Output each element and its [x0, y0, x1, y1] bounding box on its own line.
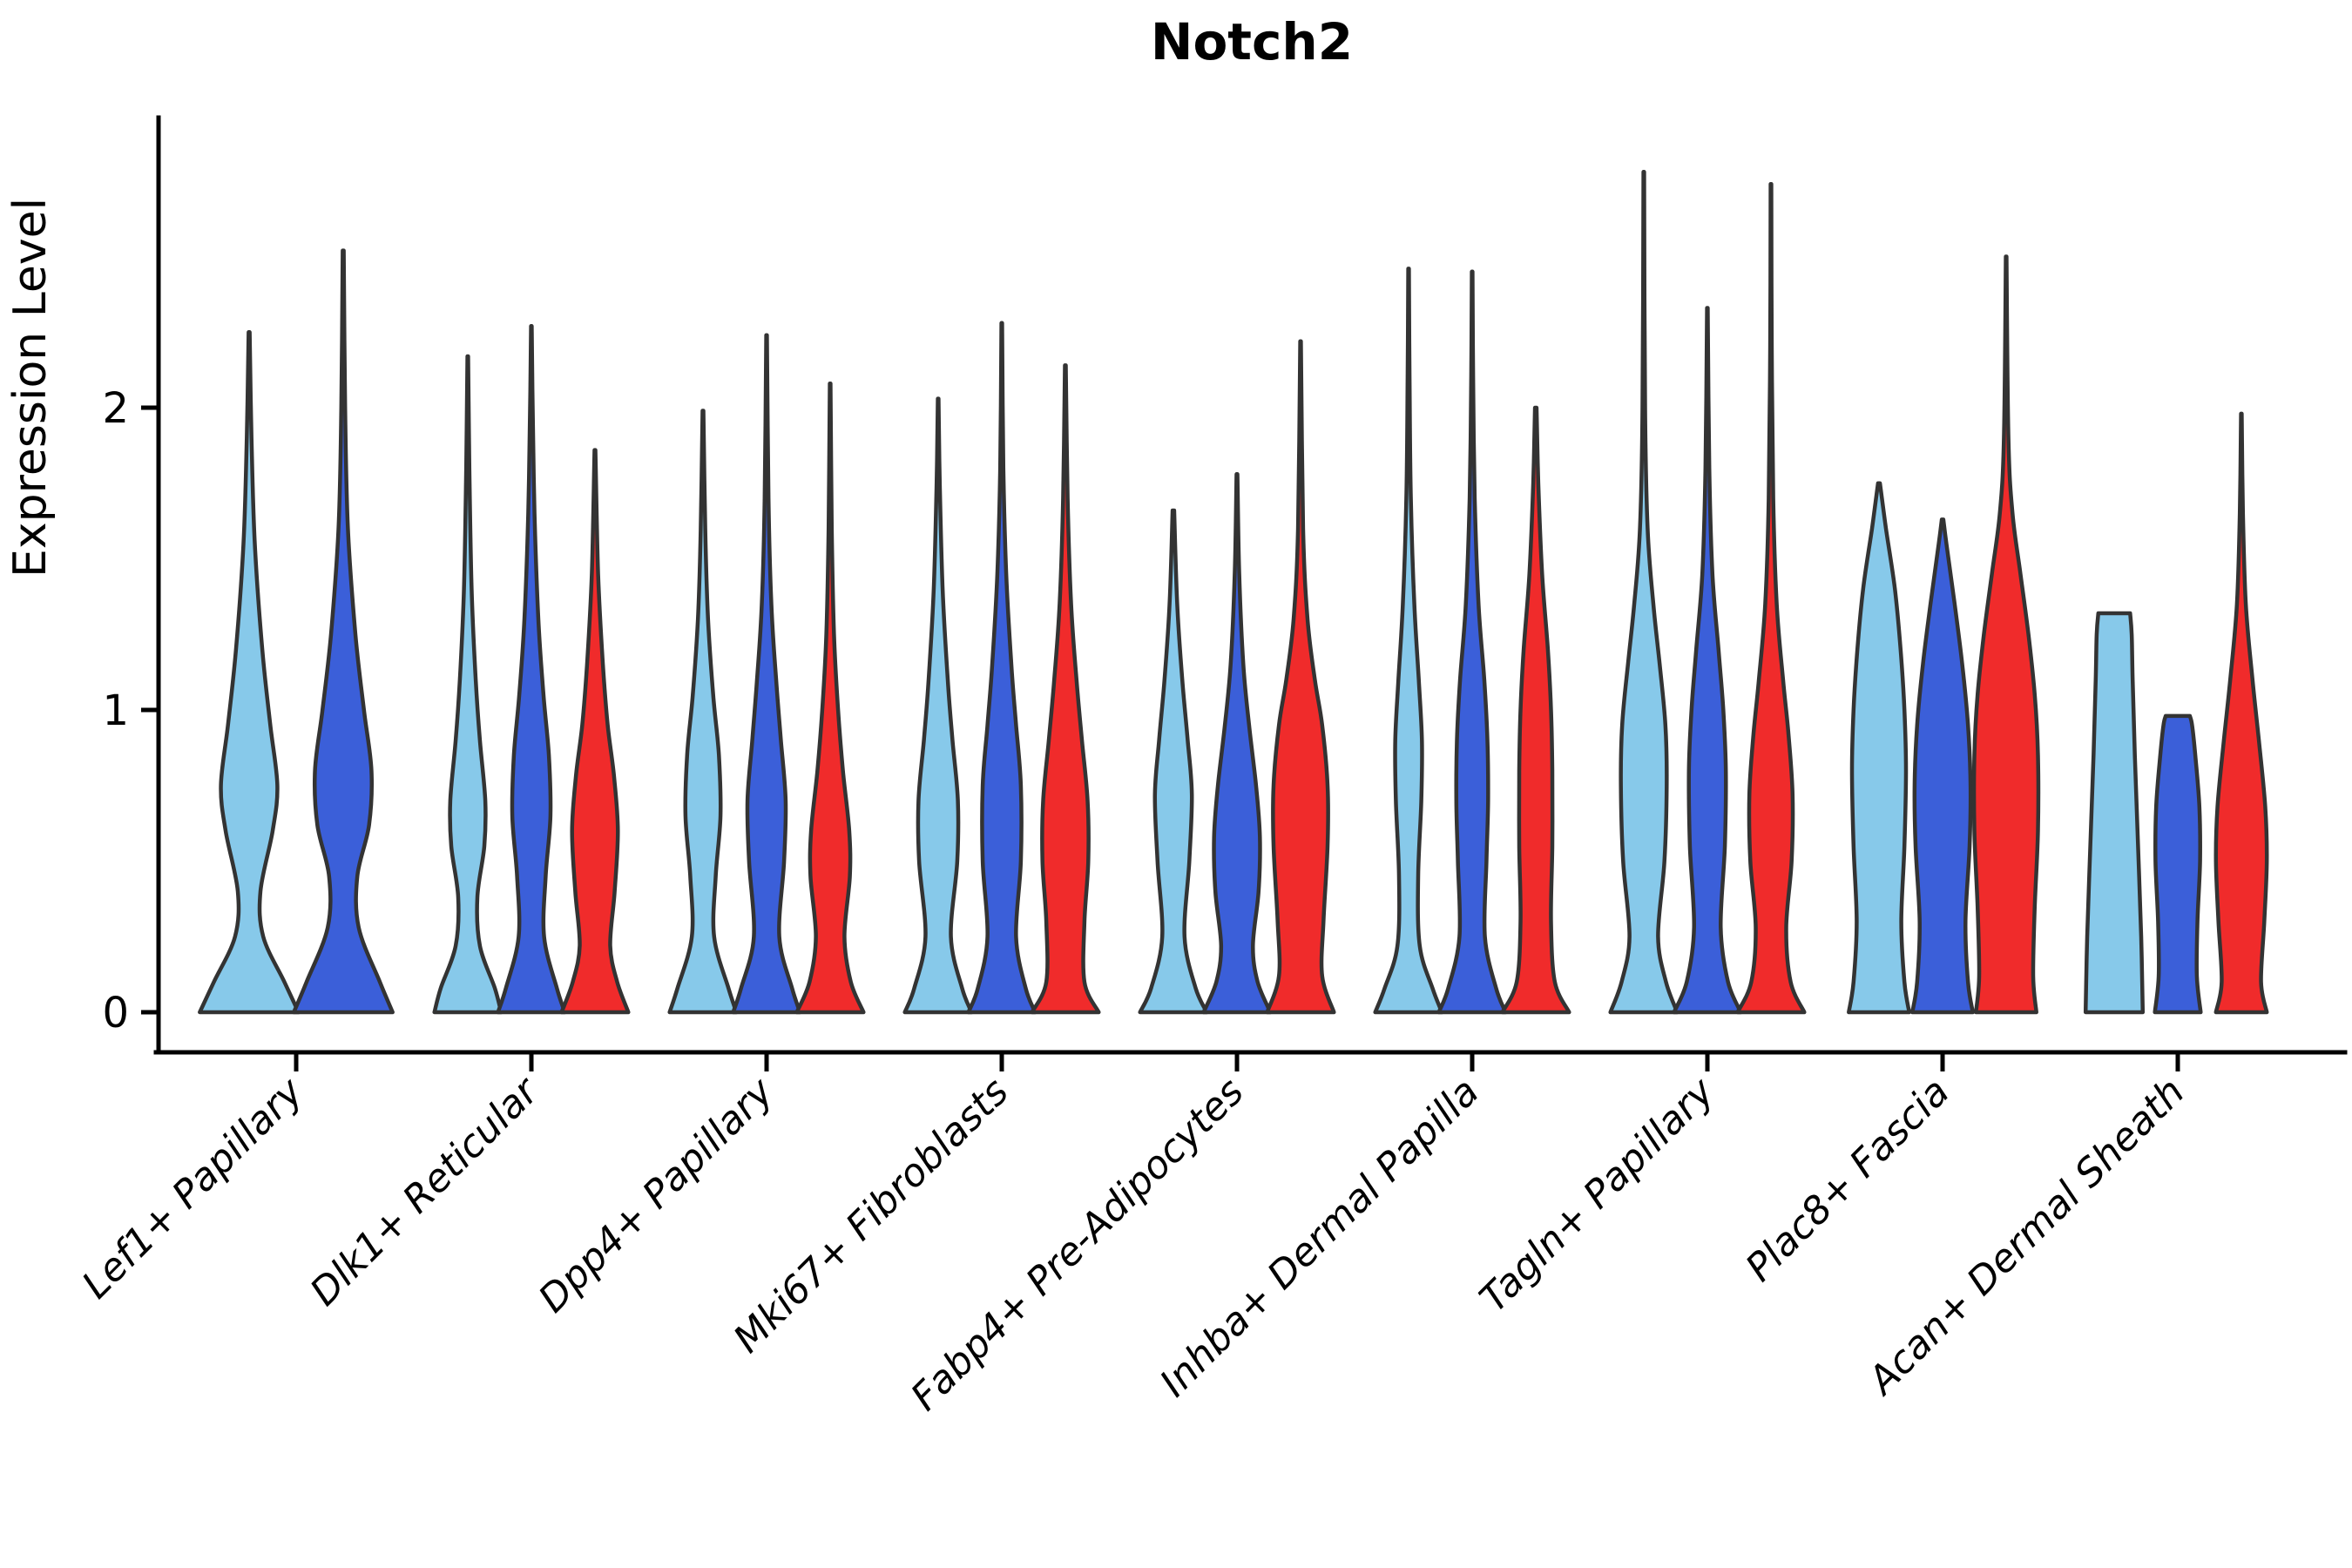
x-tick-label-dlk1-reticular: Dlk1+ Reticular [301, 1068, 548, 1315]
violin-plac8-fascia-light_blue [1847, 481, 1911, 1015]
violin-dpp4-papillary-dark_blue [731, 333, 802, 1015]
violin-dlk1-reticular-light_blue [432, 354, 504, 1015]
violin-plac8-fascia-dark_blue [1910, 517, 1975, 1015]
violins-layer [198, 170, 2269, 1015]
violin-mki67-fibroblasts-red [1030, 363, 1101, 1015]
violin-dpp4-papillary-red [794, 381, 866, 1015]
violin-tagln-papillary-dark_blue [1672, 306, 1743, 1015]
violin-lef1-papillary-light_blue [198, 330, 301, 1015]
violin-tagln-papillary-light_blue [1608, 170, 1680, 1015]
y-tick-label-1: 1 [102, 686, 129, 735]
violin-inhba-dermal-papilla-red [1500, 405, 1571, 1015]
violin-plac8-fascia-red [1971, 254, 2041, 1015]
x-axis-ticks [294, 1052, 2180, 1071]
y-axis-ticks: 0 1 2 [102, 384, 159, 1037]
x-tick-label-tagln-papillary: Tagln+ Papillary [1471, 1069, 1723, 1321]
violin-acan-dermal-sheath-dark_blue [2153, 713, 2203, 1015]
y-tick-label-0: 0 [102, 989, 129, 1037]
chart-title: Notch2 [1151, 12, 1353, 71]
x-tick-label-dpp4-papillary: Dpp4+ Papillary [531, 1069, 783, 1321]
violin-fabp4-pre-adipocytes-light_blue [1138, 508, 1209, 1015]
y-axis-label: Expression Level [4, 198, 57, 578]
violin-inhba-dermal-papilla-light_blue [1373, 267, 1444, 1015]
violin-fabp4-pre-adipocytes-dark_blue [1201, 472, 1273, 1015]
violin-dlk1-reticular-red [559, 448, 631, 1015]
x-tick-label-plac8-fascia: Plac8+ Fascia [1737, 1070, 1957, 1290]
violin-lef1-papillary-dark_blue [292, 248, 395, 1015]
violin-fabp4-pre-adipocytes-red [1265, 339, 1336, 1015]
violin-mki67-fibroblasts-light_blue [902, 396, 974, 1015]
violin-acan-dermal-sheath-light_blue [2083, 611, 2146, 1015]
y-tick-label-2: 2 [102, 384, 129, 433]
violin-dlk1-reticular-dark_blue [496, 324, 567, 1015]
violin-acan-dermal-sheath-red [2213, 411, 2269, 1015]
violin-inhba-dermal-papilla-dark_blue [1436, 269, 1508, 1015]
violin-mki67-fibroblasts-dark_blue [966, 321, 1037, 1015]
x-tick-label-lef1-papillary: Lef1+ Papillary [74, 1069, 313, 1308]
violin-tagln-papillary-red [1735, 181, 1807, 1015]
violin-dpp4-papillary-light_blue [667, 409, 739, 1015]
